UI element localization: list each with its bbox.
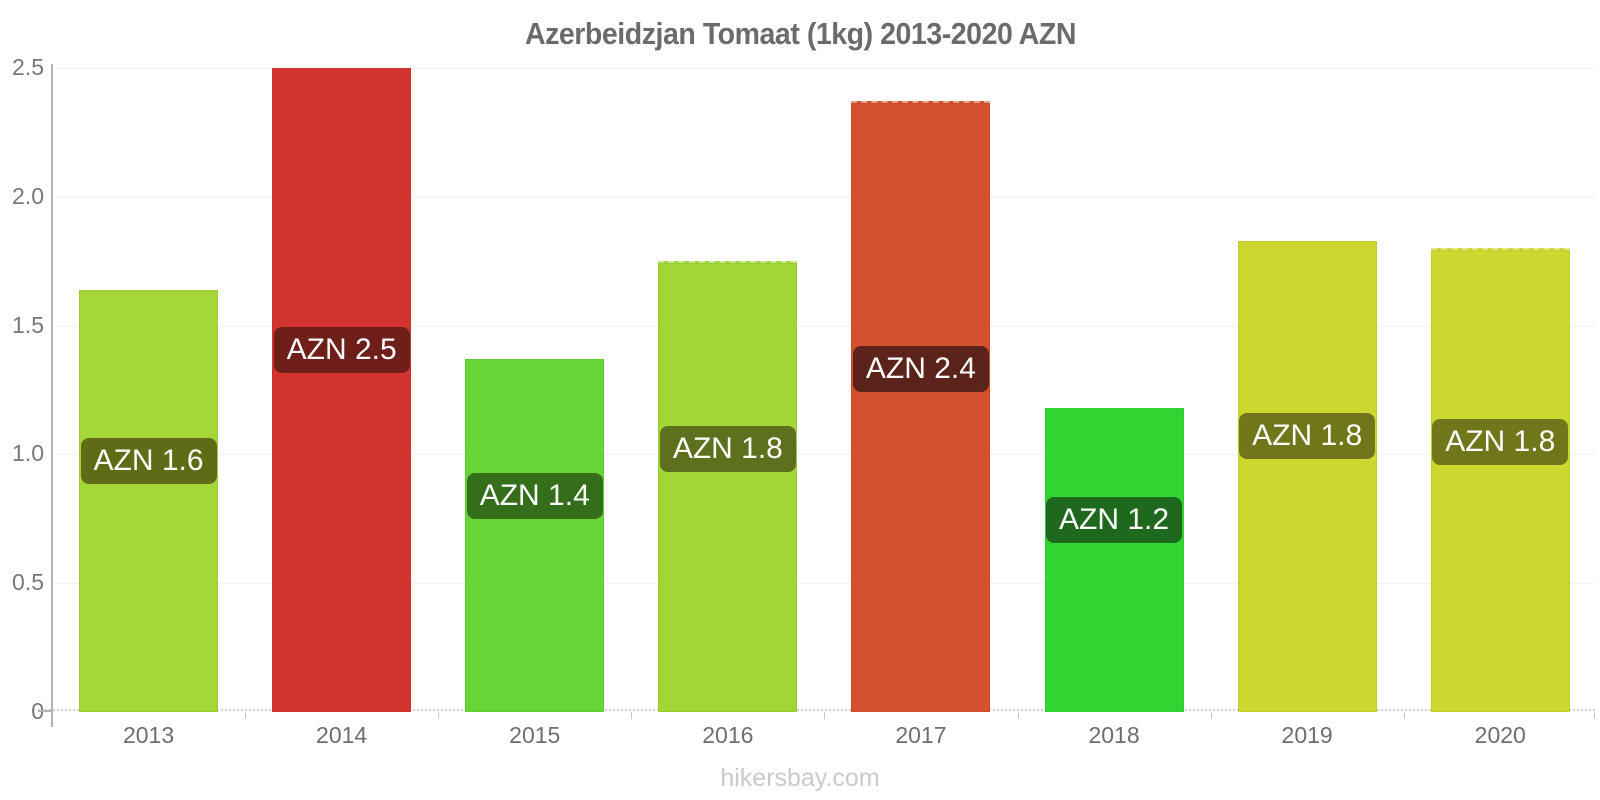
gridline bbox=[53, 68, 1595, 69]
x-tick-label: 2016 bbox=[702, 722, 754, 748]
x-axis-tick bbox=[1594, 712, 1595, 719]
bar-value-label: AZN 1.8 bbox=[659, 425, 796, 472]
x-axis-tick bbox=[1017, 712, 1019, 719]
y-axis-zero-tick bbox=[38, 710, 52, 712]
gridline bbox=[53, 583, 1595, 585]
y-tick-label: 1.0 bbox=[12, 440, 44, 467]
bar-value-label: AZN 2.4 bbox=[852, 345, 989, 392]
bar-2019: AZN 1.8 bbox=[1237, 240, 1377, 712]
x-tick-label: 2020 bbox=[1474, 722, 1526, 748]
bar-value-label: AZN 1.2 bbox=[1046, 497, 1183, 543]
y-tick-label: 0.5 bbox=[12, 569, 44, 596]
watermark: hikersbay.com bbox=[720, 764, 880, 792]
bar-2016: AZN 1.8 bbox=[658, 261, 798, 712]
x-tick-label: 2017 bbox=[895, 722, 947, 748]
y-axis-line bbox=[51, 64, 53, 727]
bar-value-label: AZN 1.4 bbox=[466, 472, 603, 519]
bar-2014: AZN 2.5 bbox=[272, 68, 412, 712]
x-tick-label: 2013 bbox=[122, 722, 175, 748]
x-axis-tick bbox=[245, 712, 247, 719]
gridline bbox=[53, 196, 1595, 198]
bar-value-label: AZN 1.6 bbox=[80, 437, 217, 484]
x-axis-tick bbox=[1210, 712, 1212, 719]
x-tick-label: 2018 bbox=[1088, 722, 1140, 748]
x-axis-tick bbox=[1403, 712, 1405, 719]
x-tick-label: 2019 bbox=[1281, 722, 1333, 748]
bar-value-label: AZN 1.8 bbox=[1239, 413, 1376, 460]
chart-title-text: Azerbeidzjan Tomaat (1kg) 2013-2020 AZN bbox=[524, 16, 1076, 51]
bar-2015: AZN 1.4 bbox=[465, 359, 605, 712]
bar-2013: AZN 1.6 bbox=[79, 289, 219, 712]
y-tick-label: 1.5 bbox=[12, 311, 44, 338]
bar-value-label: AZN 1.8 bbox=[1432, 419, 1569, 466]
y-tick-label: 0 bbox=[0, 698, 44, 725]
x-tick-label: 2014 bbox=[316, 722, 368, 748]
x-axis-tick bbox=[438, 712, 440, 719]
gridline bbox=[53, 325, 1595, 327]
y-tick-label: 2.0 bbox=[12, 182, 44, 209]
x-tick-label: 2015 bbox=[509, 722, 561, 748]
bar-2018: AZN 1.2 bbox=[1044, 408, 1184, 712]
x-axis-tick bbox=[631, 712, 633, 719]
y-tick-label: 2.5 bbox=[12, 53, 44, 80]
chart-title: Azerbeidzjan Tomaat (1kg) 2013-2020 AZN bbox=[0, 16, 1600, 52]
x-axis-baseline bbox=[38, 709, 1595, 711]
bar-value-label: AZN 2.5 bbox=[273, 327, 410, 373]
bar-2020: AZN 1.8 bbox=[1430, 248, 1570, 712]
x-axis-tick bbox=[824, 712, 826, 719]
bar-2017: AZN 2.4 bbox=[851, 101, 991, 712]
gridline bbox=[53, 454, 1595, 456]
